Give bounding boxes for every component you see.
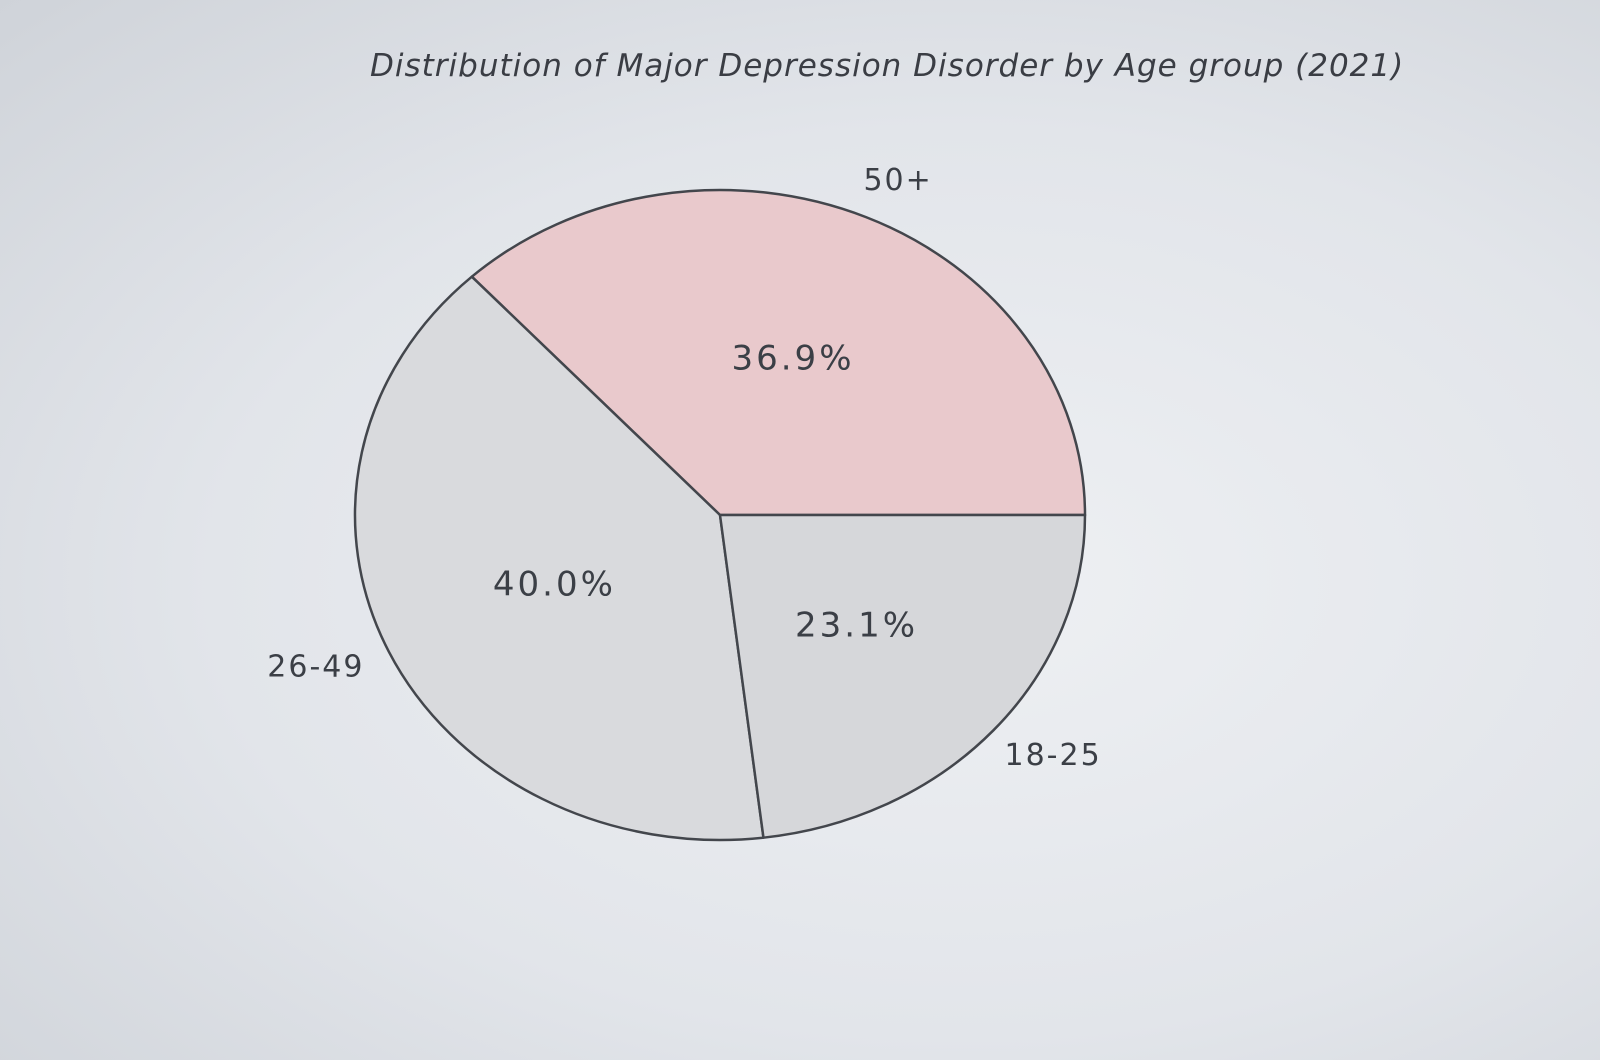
- slice-value-label: 36.9%: [731, 339, 854, 379]
- slice-category-label: 18-25: [1005, 738, 1102, 773]
- pie-slice-26-49: [353, 275, 765, 842]
- slice-value-label: 23.1%: [795, 606, 918, 646]
- slice-category-label: 26-49: [267, 649, 364, 684]
- chart-title: Distribution of Major Depression Disorde…: [370, 48, 1405, 84]
- slice-value-label: 40.0%: [493, 564, 616, 604]
- slice-category-label: 50+: [863, 163, 932, 198]
- pie-slice-18-25: [718, 513, 1087, 839]
- pie-slice-50plus: [470, 188, 1087, 517]
